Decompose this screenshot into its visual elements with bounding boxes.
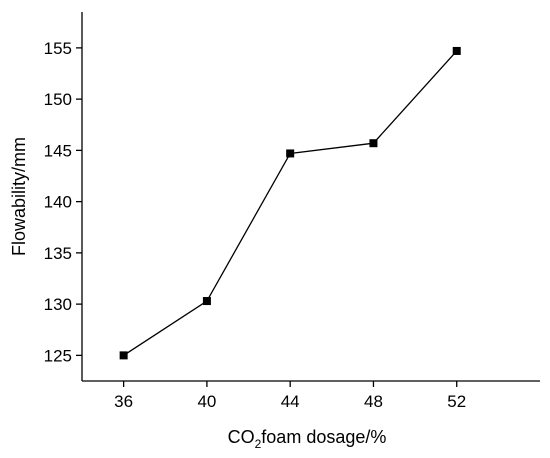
x-ticks: 36 40 44 48 52 — [114, 381, 466, 411]
data-point-marker — [202, 297, 211, 306]
data-point-marker — [286, 149, 295, 158]
y-tick-label: 135 — [44, 244, 72, 263]
y-tick-label: 150 — [44, 90, 72, 109]
y-tick-label: 145 — [44, 141, 72, 160]
x-tick-label: 36 — [114, 392, 133, 411]
x-tick-label: 44 — [281, 392, 300, 411]
y-ticks: 125 130 135 140 145 150 155 — [44, 39, 82, 365]
x-tick-label: 48 — [364, 392, 383, 411]
axes — [81, 12, 540, 382]
x-tick-label: 40 — [197, 392, 216, 411]
y-tick-label: 140 — [44, 193, 72, 212]
data-point-marker — [119, 351, 128, 360]
x-tick-label: 52 — [447, 392, 466, 411]
y-axis-title: Flowability/mm — [9, 137, 29, 256]
x-axis-title: CO2foam dosage/% — [228, 427, 387, 451]
series-group — [119, 46, 461, 360]
x-axis-title-main: CO — [228, 427, 255, 447]
data-point-marker — [369, 139, 378, 148]
y-tick-label: 130 — [44, 295, 72, 314]
data-point-marker — [452, 46, 461, 55]
y-tick-label: 155 — [44, 39, 72, 58]
x-axis-title-rest: foam dosage/% — [261, 427, 386, 447]
x-axis-title-subscript: 2 — [255, 437, 262, 451]
series-line — [123, 50, 458, 356]
y-tick-label: 125 — [44, 346, 72, 365]
